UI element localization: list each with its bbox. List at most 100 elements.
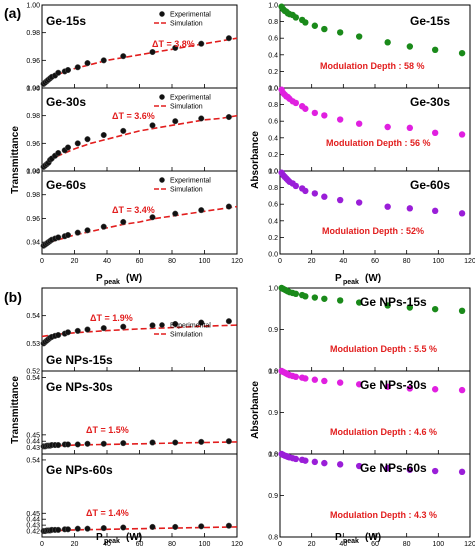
y-tick-label: 1.0: [268, 452, 278, 459]
y-tick-label: 0.54: [26, 313, 40, 320]
xlabel-a-left: P peak (W): [96, 273, 142, 286]
data-point: [100, 440, 107, 447]
legend-marker-experimental: [159, 177, 165, 183]
data-point: [198, 115, 205, 122]
data-point: [55, 331, 62, 339]
panel-title: Ge-30s: [46, 95, 86, 109]
x-tick-label: 80: [403, 258, 411, 265]
data-point: [336, 196, 344, 204]
data-point: [55, 69, 62, 76]
y-tick-label: 0.98: [26, 30, 40, 37]
data-point: [302, 457, 309, 464]
x-tick-label: 100: [432, 541, 444, 548]
x-tick-label: 100: [199, 258, 211, 265]
x-tick-label: 60: [136, 541, 144, 548]
annotation-text: Modulation Depth : 58 %: [320, 61, 425, 71]
x-tick-label: 60: [371, 258, 379, 265]
data-point: [336, 461, 344, 468]
annotation-text: Modulation Depth : 4.3 %: [330, 510, 437, 520]
data-point: [225, 35, 232, 42]
x-tick-label: 120: [231, 258, 243, 265]
y-tick-label: 0.54: [26, 375, 40, 382]
panel-title: Ge NPs-30s: [46, 380, 113, 394]
y-tick-label: 1.00: [26, 3, 40, 10]
data-point: [149, 214, 156, 221]
data-point: [431, 467, 439, 475]
data-point: [74, 64, 81, 71]
data-point: [336, 379, 344, 386]
y-tick-label: 0.4: [268, 135, 278, 142]
data-point: [149, 439, 156, 446]
x-tick-label: 80: [168, 541, 176, 548]
data-point: [458, 131, 466, 138]
legend-label-simulation: Simulation: [170, 104, 203, 111]
data-point: [458, 210, 466, 217]
data-point: [321, 295, 328, 302]
data-point: [198, 523, 205, 530]
data-point: [84, 60, 91, 67]
xlabel-sub: peak: [104, 538, 120, 545]
data-point: [84, 326, 91, 333]
y-tick-label: 0.9: [268, 327, 278, 334]
annotation-text: Modulation Depth : 5.5 %: [330, 344, 437, 354]
data-point: [55, 234, 62, 241]
data-point: [172, 439, 179, 446]
y-tick-label: 1.0: [268, 169, 278, 176]
data-point: [458, 49, 466, 57]
data-point: [120, 524, 127, 531]
data-point: [311, 458, 319, 466]
annotation-text: ΔT = 1.4%: [86, 508, 129, 518]
annotation-text: ΔT = 3.6%: [112, 111, 155, 121]
legend-marker-experimental: [159, 11, 165, 17]
data-point: [84, 525, 91, 532]
data-point: [302, 105, 309, 112]
data-point: [302, 19, 309, 26]
x-tick-label: 20: [71, 541, 79, 548]
data-point: [84, 440, 91, 447]
y-tick-label: 0.8: [268, 102, 278, 109]
data-point: [292, 455, 300, 463]
y-tick-label: 1.00: [26, 169, 40, 176]
y-tick-label: 0.94: [26, 240, 40, 247]
data-point: [355, 33, 363, 40]
legend-label-experimental: Experimental: [170, 178, 211, 185]
data-point: [292, 373, 300, 381]
data-point: [431, 46, 439, 54]
chart-panel-a_t2: 0.94 0.96 0.98 1.00 Ge-30s ΔT = 3.6% Experimen…: [26, 86, 238, 176]
data-point: [431, 129, 439, 137]
data-point: [458, 307, 466, 315]
data-point: [321, 112, 328, 119]
data-point: [225, 114, 232, 121]
data-point: [384, 203, 391, 210]
annotation-text: Modulation Depth : 56 %: [326, 138, 431, 148]
x-tick-label: 60: [371, 541, 379, 548]
data-point: [64, 441, 72, 448]
data-point: [120, 53, 127, 60]
panel-label-b: (b): [4, 289, 22, 305]
y-tick-label: 0.0: [268, 86, 278, 93]
y-tick-label: 0.53: [26, 341, 40, 348]
annotation-text: ΔT = 1.5%: [86, 425, 129, 435]
legend-marker-experimental: [159, 322, 165, 328]
annotation-text: ΔT = 3.4%: [112, 205, 155, 215]
data-point: [100, 325, 107, 332]
data-point: [458, 386, 466, 394]
data-point: [355, 381, 363, 388]
y-tick-label: 1.00: [26, 86, 40, 93]
data-point: [406, 124, 414, 132]
chart-panel-a_t3: 0.94 0.96 0.98 1.00 0 20 40 60 80 100 120 Ge-60s ΔT …: [26, 169, 243, 266]
panel-title: Ge-60s: [410, 178, 450, 192]
panel-title: Ge NPs-60s: [46, 463, 113, 477]
y-tick-label: 0.43: [26, 523, 40, 530]
data-point: [336, 29, 344, 36]
data-point: [100, 131, 107, 139]
data-point: [355, 199, 363, 206]
data-point: [198, 40, 205, 47]
annotation-text: Modulation Depth : 52%: [322, 226, 424, 236]
chart-panel-b_a3: 0.8 0.9 1.0 0 20 40 60 80 100 120 Ge NPs-60s Modula…: [268, 450, 475, 548]
data-point: [74, 140, 81, 147]
xlabel-sub: peak: [343, 538, 359, 545]
simulation-line: [41, 441, 238, 448]
y-tick-label: 0.42: [26, 529, 40, 536]
y-tick-label: 0.44: [26, 517, 40, 524]
